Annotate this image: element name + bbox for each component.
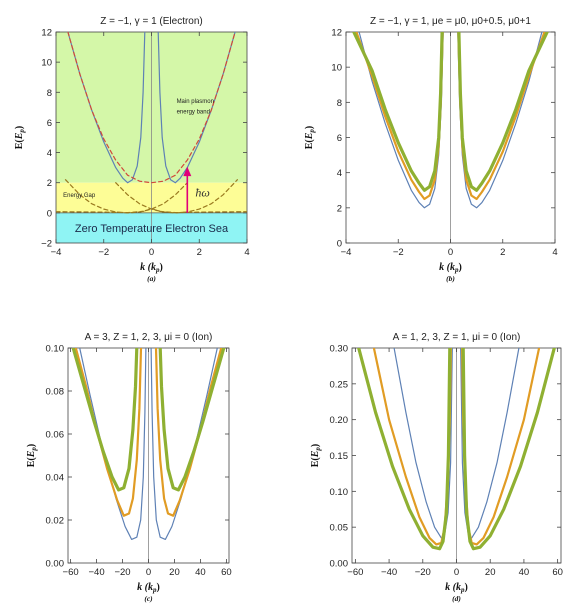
series-line bbox=[457, 32, 549, 192]
panel-caption: (a) bbox=[147, 274, 156, 283]
series-line bbox=[461, 348, 556, 551]
x-tick-label: 0 bbox=[448, 247, 453, 258]
y-tick-label: 10 bbox=[41, 58, 52, 69]
y-axis-label: E(Ep) bbox=[26, 444, 38, 468]
series-line bbox=[355, 32, 444, 201]
series-line bbox=[115, 179, 238, 214]
x-tick-label: −60 bbox=[63, 567, 79, 578]
series-line bbox=[56, 207, 247, 214]
series-line bbox=[460, 348, 520, 539]
x-tick-label: −2 bbox=[98, 247, 109, 258]
x-tick-label: −4 bbox=[51, 247, 62, 258]
x-tick-label: −4 bbox=[341, 247, 352, 258]
series-line bbox=[352, 32, 444, 192]
y-axis-label: E(Ep) bbox=[304, 126, 316, 150]
x-tick-label: 0 bbox=[146, 567, 151, 578]
y-tick-label: 0.10 bbox=[330, 487, 349, 498]
sea-label: Zero Temperature Electron Sea bbox=[75, 223, 229, 235]
x-axis-label: k (kp) bbox=[445, 582, 468, 594]
x-tick-label: 2 bbox=[500, 247, 505, 258]
x-tick-label: 0 bbox=[454, 567, 459, 578]
y-tick-label: 0.00 bbox=[330, 559, 349, 570]
y-tick-label: 0.25 bbox=[330, 379, 349, 390]
y-tick-label: 0.05 bbox=[330, 523, 349, 534]
y-tick-label: 0.02 bbox=[46, 516, 65, 527]
series-line bbox=[457, 32, 546, 201]
y-tick-label: 0.10 bbox=[46, 344, 65, 355]
y-tick-label: 12 bbox=[331, 28, 342, 39]
y-tick-label: 2 bbox=[47, 178, 52, 189]
y-axis-label: E(Ep) bbox=[310, 444, 322, 468]
y-tick-label: 0.15 bbox=[330, 451, 349, 462]
x-tick-label: 4 bbox=[552, 247, 557, 258]
panel-caption: (b) bbox=[446, 274, 455, 283]
series-line bbox=[357, 348, 452, 551]
x-tick-label: −40 bbox=[89, 567, 105, 578]
arrow-head-icon bbox=[183, 166, 192, 177]
y-tick-label: 0.30 bbox=[330, 344, 349, 355]
chart-title: Z = −1, γ = 1, μe = μ0, μ0+0.5, μ0+1 bbox=[370, 16, 531, 27]
x-tick-label: −40 bbox=[381, 567, 397, 578]
x-tick-label: 60 bbox=[552, 567, 563, 578]
chart-title: Z = −1, γ = 1 (Electron) bbox=[100, 16, 203, 27]
band-label: Main plasmon bbox=[177, 99, 214, 105]
x-axis-label: k (kp) bbox=[137, 582, 160, 594]
x-tick-label: 4 bbox=[244, 247, 249, 258]
panel-caption: (d) bbox=[452, 594, 461, 603]
y-tick-label: 8 bbox=[337, 98, 342, 109]
y-tick-label: 4 bbox=[47, 148, 52, 159]
hbar-omega-label: ħω bbox=[195, 185, 209, 199]
panel-caption: (c) bbox=[144, 594, 153, 603]
gap-label: Energy Gap bbox=[63, 193, 96, 199]
chart-title: A = 1, 2, 3, Z = 1, μi = 0 (Ion) bbox=[393, 332, 521, 343]
y-tick-label: 6 bbox=[47, 118, 52, 129]
y-tick-label: 10 bbox=[331, 63, 342, 74]
x-tick-label: 40 bbox=[519, 567, 530, 578]
x-axis-label: k (kp) bbox=[140, 262, 163, 274]
x-tick-label: 20 bbox=[485, 567, 496, 578]
chart-panel-d: −60 −40 −20 0 20 40 60 0.00 0.05 0.10 0.15 0.20 0.25… bbox=[310, 332, 563, 603]
y-tick-label: 0.06 bbox=[46, 430, 65, 441]
series-line bbox=[158, 348, 226, 492]
y-tick-label: 2 bbox=[337, 203, 342, 214]
y-tick-label: 6 bbox=[337, 133, 342, 144]
band-label: energy band bbox=[177, 109, 210, 115]
x-tick-label: 20 bbox=[169, 567, 180, 578]
x-tick-label: −20 bbox=[415, 567, 431, 578]
x-tick-label: 0 bbox=[149, 247, 154, 258]
series-line bbox=[67, 32, 146, 184]
y-tick-label: 8 bbox=[47, 88, 52, 99]
y-tick-label: −2 bbox=[41, 239, 52, 250]
chart-panel-b: −4 −2 0 2 4 0 2 4 6 8 10 12 Z = −1, γ = 1, μe = μ0, … bbox=[304, 16, 558, 283]
x-axis-label: k (kp) bbox=[439, 262, 462, 274]
y-tick-label: 0 bbox=[47, 208, 52, 219]
x-tick-label: −20 bbox=[114, 567, 130, 578]
x-tick-label: −60 bbox=[347, 567, 363, 578]
y-axis-label: E(Ep) bbox=[14, 126, 26, 150]
chart-panel-c: −60 −40 −20 0 20 40 60 0.00 0.02 0.04 0.06 0.08 0.10… bbox=[26, 332, 232, 603]
y-tick-label: 12 bbox=[41, 28, 52, 39]
series-line bbox=[393, 348, 453, 539]
y-tick-label: 0.00 bbox=[46, 559, 65, 570]
y-tick-label: 0.08 bbox=[46, 387, 65, 398]
y-tick-label: 0 bbox=[337, 239, 342, 250]
chart-title: A = 3, Z = 1, 2, 3, μi = 0 (Ion) bbox=[85, 332, 213, 343]
x-tick-label: 2 bbox=[197, 247, 202, 258]
series-line bbox=[71, 348, 139, 492]
x-tick-label: 60 bbox=[221, 567, 232, 578]
y-tick-label: 0.20 bbox=[330, 415, 349, 426]
series-line bbox=[67, 32, 236, 184]
x-tick-label: 40 bbox=[195, 567, 206, 578]
y-tick-label: 0.04 bbox=[46, 473, 65, 484]
y-tick-label: 4 bbox=[337, 168, 342, 179]
x-tick-label: −2 bbox=[393, 247, 404, 258]
